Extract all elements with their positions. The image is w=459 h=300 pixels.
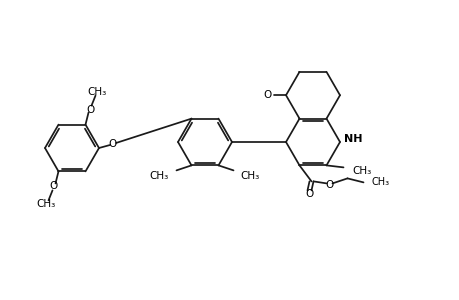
Text: NH: NH bbox=[343, 134, 362, 144]
Text: O: O bbox=[86, 105, 95, 115]
Text: O: O bbox=[263, 90, 272, 100]
Text: O: O bbox=[305, 189, 313, 200]
Text: CH₃: CH₃ bbox=[88, 87, 107, 97]
Text: CH₃: CH₃ bbox=[352, 167, 371, 176]
Text: O: O bbox=[49, 182, 57, 191]
Text: CH₃: CH₃ bbox=[149, 171, 168, 182]
Text: CH₃: CH₃ bbox=[371, 177, 389, 188]
Text: O: O bbox=[109, 139, 117, 149]
Text: CH₃: CH₃ bbox=[240, 171, 259, 182]
Text: CH₃: CH₃ bbox=[37, 200, 56, 209]
Text: O: O bbox=[325, 180, 333, 190]
